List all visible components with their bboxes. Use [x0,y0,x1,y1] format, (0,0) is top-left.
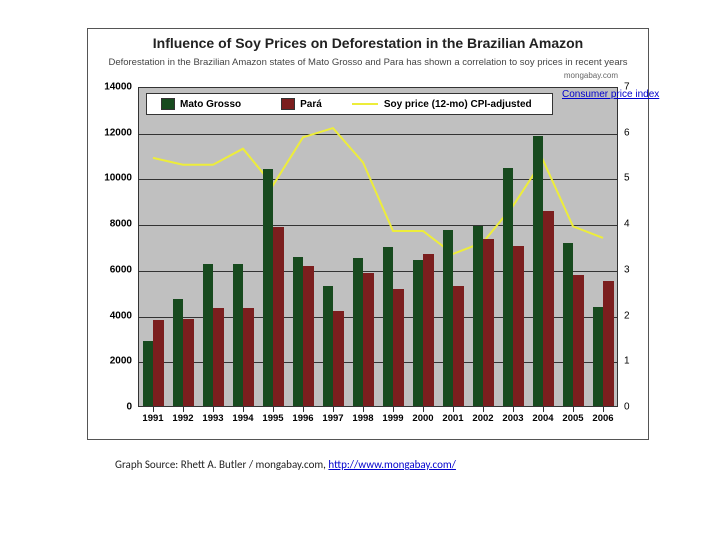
chart-watermark: mongabay.com [564,71,618,80]
caption-url[interactable]: http://www.mongabay.com/ [328,458,456,471]
bar-mato-grosso [593,307,604,406]
x-tick-mark [393,407,394,412]
y-left-tick: 2000 [92,356,132,367]
bar-para [333,311,344,406]
graph-source-caption: Graph Source: Rhett A. Butler / mongabay… [115,458,456,471]
x-tick-mark [243,407,244,412]
bar-para [483,239,494,406]
bar-para [573,275,584,406]
x-tick-label: 1997 [322,413,343,424]
x-tick-mark [273,407,274,412]
bar-mato-grosso [413,260,424,406]
y-left-tick: 8000 [92,219,132,230]
x-tick-label: 1993 [202,413,223,424]
bar-para [273,227,284,406]
x-tick-label: 1994 [232,413,253,424]
bar-para [423,254,434,406]
legend-swatch-para [281,98,295,110]
bar-para [603,281,614,406]
x-tick-mark [513,407,514,412]
x-tick-label: 2006 [592,413,613,424]
cpi-link[interactable]: Consumer price index [562,89,660,100]
y-left-tick: 12000 [92,127,132,138]
bar-mato-grosso [473,226,484,406]
bar-para [213,308,224,406]
x-tick-mark [153,407,154,412]
plot-region [138,87,618,407]
x-tick-label: 2004 [532,413,553,424]
x-tick-label: 1996 [292,413,313,424]
chart-container: Influence of Soy Prices on Deforestation… [87,28,649,440]
legend-label-mato-grosso: Mato Grosso [180,99,241,110]
bar-para [453,286,464,406]
x-tick-mark [573,407,574,412]
x-tick-label: 1995 [262,413,283,424]
y-left-tick: 6000 [92,264,132,275]
bar-mato-grosso [353,258,364,406]
bar-mato-grosso [173,299,184,406]
legend: Mato Grosso Pará Soy price (12-mo) CPI-a… [146,93,553,115]
x-tick-label: 2003 [502,413,523,424]
legend-label-soy: Soy price (12-mo) CPI-adjusted [384,99,532,110]
x-tick-mark [483,407,484,412]
y-right-tick: 5 [624,173,644,184]
caption-prefix: Graph Source: Rhett A. Butler / mongabay… [115,458,328,471]
x-tick-mark [543,407,544,412]
slide: Influence of Soy Prices on Deforestation… [0,0,720,540]
bar-para [513,246,524,406]
chart-subtitle: Deforestation in the Brazilian Amazon st… [88,57,648,68]
bar-mato-grosso [503,168,514,406]
x-tick-mark [603,407,604,412]
chart-title: Influence of Soy Prices on Deforestation… [88,35,648,51]
y-left-tick: 14000 [92,82,132,93]
y-right-tick: 2 [624,310,644,321]
y-right-tick: 0 [624,402,644,413]
bar-mato-grosso [233,264,244,406]
bar-para [183,319,194,406]
bar-mato-grosso [203,264,214,406]
x-tick-label: 1991 [142,413,163,424]
bar-mato-grosso [263,169,274,406]
legend-line-soy [352,103,378,105]
x-tick-mark [333,407,334,412]
y-right-tick: 4 [624,219,644,230]
x-tick-label: 1999 [382,413,403,424]
x-tick-label: 1992 [172,413,193,424]
bar-mato-grosso [383,247,394,406]
bar-mato-grosso [293,257,304,406]
legend-swatch-mato-grosso [161,98,175,110]
x-tick-mark [213,407,214,412]
bar-para [303,266,314,406]
x-tick-label: 2002 [472,413,493,424]
bar-mato-grosso [563,243,574,406]
y-left-tick: 4000 [92,310,132,321]
bar-para [543,211,554,406]
bar-para [243,308,254,406]
y-right-tick: 3 [624,264,644,275]
y-left-tick: 10000 [92,173,132,184]
x-tick-label: 2000 [412,413,433,424]
bar-mato-grosso [143,341,154,406]
bar-para [153,320,164,406]
x-tick-mark [303,407,304,412]
x-tick-mark [363,407,364,412]
y-left-tick: 0 [92,402,132,413]
bar-para [393,289,404,406]
x-tick-mark [423,407,424,412]
y-right-tick: 1 [624,356,644,367]
x-tick-label: 1998 [352,413,373,424]
bar-mato-grosso [323,286,334,406]
x-tick-mark [453,407,454,412]
x-tick-label: 2001 [442,413,463,424]
gridline [139,134,617,135]
bar-mato-grosso [443,230,454,406]
gridline [139,179,617,180]
legend-label-para: Pará [300,99,322,110]
x-tick-label: 2005 [562,413,583,424]
bar-mato-grosso [533,136,544,406]
x-tick-mark [183,407,184,412]
bar-para [363,273,374,406]
y-right-tick: 6 [624,127,644,138]
